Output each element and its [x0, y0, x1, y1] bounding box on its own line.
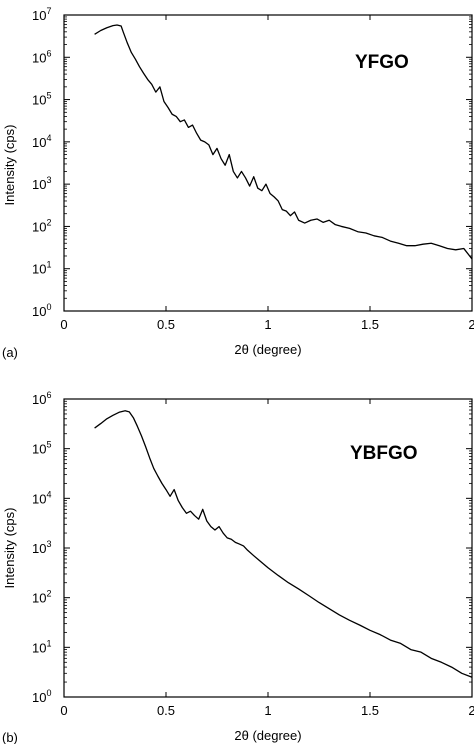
y-tick-label-a: 106 — [32, 48, 51, 65]
panel-letter-a: (a) — [2, 345, 18, 360]
y-tick-label-a: 107 — [32, 6, 51, 23]
tick-labels-a: 0 0.5 1 1.5 2 100 101 102 103 104 105 106 107 — [32, 6, 474, 332]
x-tick-label-b: 0.5 — [157, 703, 175, 718]
sample-label-a: YFGO — [355, 52, 409, 73]
x-tick-label-a: 2 — [468, 317, 474, 332]
y-tick-label-a: 100 — [32, 302, 51, 319]
y-tick-label-b: 100 — [32, 688, 51, 705]
panel-letter-b: (b) — [2, 730, 18, 744]
x-tick-label-b: 2 — [468, 703, 474, 718]
y-axis-title-a: Intensity (cps) — [2, 125, 17, 206]
y-tick-label-a: 105 — [32, 91, 51, 108]
x-tick-label-a: 0 — [60, 317, 67, 332]
ticks-a — [63, 14, 473, 312]
y-tick-label-a: 104 — [32, 133, 51, 150]
y-axis-title-b: Intensity (cps) — [2, 508, 17, 589]
y-tick-label-a: 102 — [32, 217, 51, 234]
x-tick-label-b: 0 — [60, 703, 67, 718]
y-tick-label-b: 105 — [32, 440, 51, 457]
x-axis-title-b: 2θ (degree) — [234, 728, 301, 743]
y-tick-label-a: 101 — [32, 260, 51, 277]
x-axis-title-a: 2θ (degree) — [234, 342, 301, 357]
y-tick-label-b: 102 — [32, 589, 51, 606]
plot-frame-a — [63, 14, 473, 312]
x-tick-label-a: 1.5 — [361, 317, 379, 332]
y-tick-label-b: 104 — [32, 489, 51, 506]
panel-a: 0 0.5 1 1.5 2 100 101 102 103 104 105 106 107 YFGO 2… — [2, 6, 474, 360]
y-tick-label-b: 101 — [32, 638, 51, 655]
x-tick-label-b: 1 — [264, 703, 271, 718]
x-tick-label-b: 1.5 — [361, 703, 379, 718]
x-tick-label-a: 0.5 — [157, 317, 175, 332]
y-tick-label-b: 103 — [32, 539, 51, 556]
panel-b: 0 0.5 1 1.5 2 100 101 102 103 104 105 106 YBFGO 2θ … — [2, 390, 474, 744]
ticks-b — [63, 398, 473, 698]
sample-label-b: YBFGO — [350, 443, 418, 464]
series-line-a — [94, 24, 473, 260]
x-tick-label-a: 1 — [264, 317, 271, 332]
y-tick-label-a: 103 — [32, 175, 51, 192]
y-tick-label-b: 106 — [32, 390, 51, 407]
series-line-b — [94, 410, 473, 678]
tick-labels-b: 0 0.5 1 1.5 2 100 101 102 103 104 105 106 — [32, 390, 474, 718]
